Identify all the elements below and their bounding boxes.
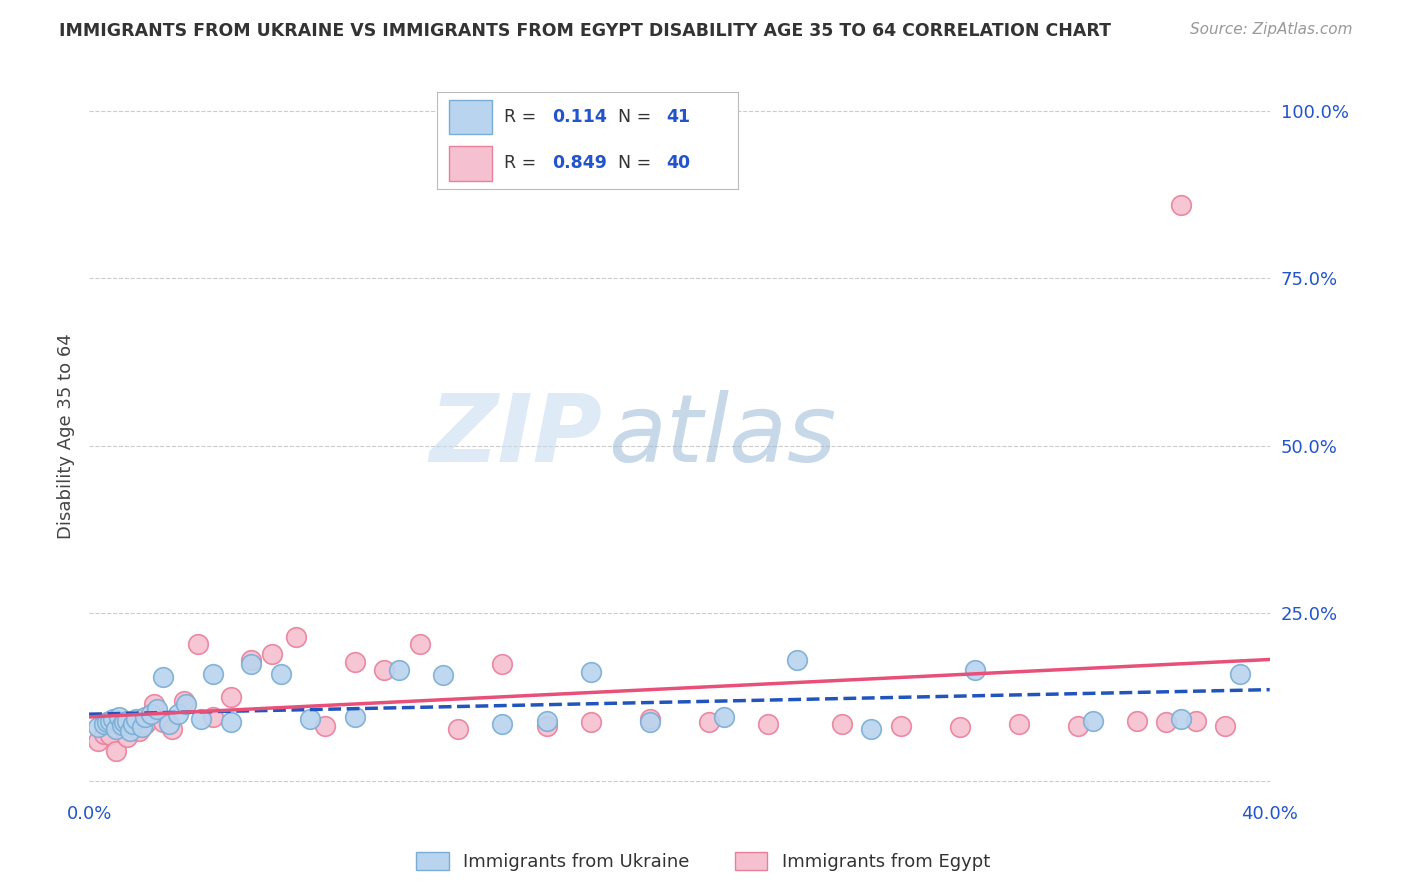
Point (890, 719, 912, 733)
Point (1185, 714, 1208, 728)
Point (491, 717, 513, 731)
Point (1126, 714, 1149, 728)
Point (1215, 719, 1237, 733)
Point (491, 657, 513, 671)
Point (536, 714, 558, 728)
Point (98, 714, 121, 728)
Point (101, 712, 124, 726)
Legend: Immigrants from Ukraine, Immigrants from Egypt: Immigrants from Ukraine, Immigrants from… (409, 845, 997, 879)
Point (638, 714, 661, 729)
Point (949, 720, 972, 734)
Point (314, 719, 336, 733)
Point (1067, 719, 1090, 733)
Point (134, 710, 156, 724)
Point (117, 714, 139, 728)
Point (786, 653, 808, 667)
Point (860, 722, 883, 736)
Point (1229, 666, 1251, 681)
Point (1081, 714, 1104, 728)
Point (343, 655, 366, 669)
Point (143, 697, 166, 711)
Point (697, 714, 720, 729)
Point (299, 712, 322, 726)
Point (166, 706, 188, 721)
Point (146, 701, 169, 715)
Point (756, 717, 779, 731)
Point (122, 714, 145, 728)
Point (373, 664, 395, 678)
Point (176, 697, 198, 711)
Point (343, 710, 366, 724)
Y-axis label: Disability Age 35 to 64: Disability Age 35 to 64 (58, 333, 75, 539)
Text: ZIP: ZIP (430, 390, 603, 482)
Text: atlas: atlas (609, 391, 837, 482)
Point (1008, 717, 1031, 731)
Text: Source: ZipAtlas.com: Source: ZipAtlas.com (1189, 22, 1353, 37)
Point (87, 733, 110, 747)
Point (187, 637, 209, 651)
Point (432, 668, 454, 682)
Point (152, 714, 174, 729)
Point (114, 714, 136, 729)
Point (104, 722, 127, 736)
Point (202, 710, 225, 724)
Text: IMMIGRANTS FROM UKRAINE VS IMMIGRANTS FROM EGYPT DISABILITY AGE 35 TO 64 CORRELA: IMMIGRANTS FROM UKRAINE VS IMMIGRANTS FR… (59, 22, 1111, 40)
Point (110, 720, 132, 734)
Point (713, 710, 735, 724)
Point (173, 693, 195, 707)
Point (638, 712, 661, 726)
Point (219, 690, 242, 705)
Point (284, 630, 307, 644)
Point (122, 717, 145, 731)
Point (110, 718, 132, 732)
Point (202, 666, 225, 681)
Point (831, 717, 853, 731)
Point (536, 719, 558, 733)
Point (1156, 714, 1178, 729)
Point (131, 720, 153, 734)
Point (240, 653, 263, 667)
Point (447, 722, 470, 736)
Point (107, 710, 129, 724)
Point (963, 664, 986, 678)
Point (1170, 198, 1192, 212)
Point (219, 714, 242, 729)
Point (93, 717, 115, 731)
Point (98, 728, 121, 742)
Point (125, 712, 148, 726)
Point (152, 670, 174, 684)
Point (134, 717, 156, 731)
Point (160, 722, 183, 736)
Point (93, 727, 115, 741)
Point (128, 723, 150, 738)
Point (190, 712, 212, 726)
Point (96, 714, 118, 729)
Point (104, 744, 127, 758)
Point (579, 665, 602, 680)
Point (240, 657, 263, 671)
Point (117, 731, 139, 745)
Point (388, 664, 411, 678)
Point (579, 714, 602, 729)
Point (120, 723, 142, 738)
Point (270, 666, 292, 681)
Point (1170, 712, 1192, 726)
Point (139, 706, 162, 721)
Point (408, 637, 430, 651)
Point (262, 647, 284, 661)
Point (157, 717, 180, 731)
Point (87, 720, 110, 734)
